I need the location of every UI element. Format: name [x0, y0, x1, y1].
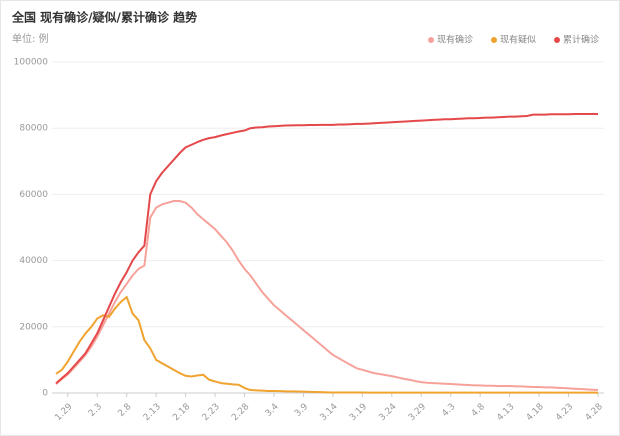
legend: 现有确诊 现有疑似 累计确诊 — [428, 34, 599, 46]
y-tick-label: 20000 — [19, 322, 48, 332]
series-line — [55, 296, 598, 394]
legend-label: 现有确诊 — [437, 34, 473, 46]
legend-marker — [491, 37, 497, 43]
legend-label: 现有疑似 — [500, 34, 536, 46]
y-tick-label: 40000 — [19, 256, 48, 266]
y-tick-label: 100000 — [14, 58, 49, 68]
legend-marker — [554, 37, 560, 43]
unit-label: 单位: 例 — [12, 32, 49, 45]
series-line — [55, 200, 599, 392]
series-line — [55, 112, 598, 385]
legend-label: 累计确诊 — [563, 34, 599, 46]
chart-title: 全国 现有确诊/疑似/累计确诊 趋势 — [11, 10, 197, 25]
y-tick-label: 80000 — [19, 124, 48, 134]
legend-marker — [428, 37, 434, 43]
y-tick-label: 0 — [42, 389, 48, 399]
y-tick-label: 60000 — [19, 190, 48, 200]
